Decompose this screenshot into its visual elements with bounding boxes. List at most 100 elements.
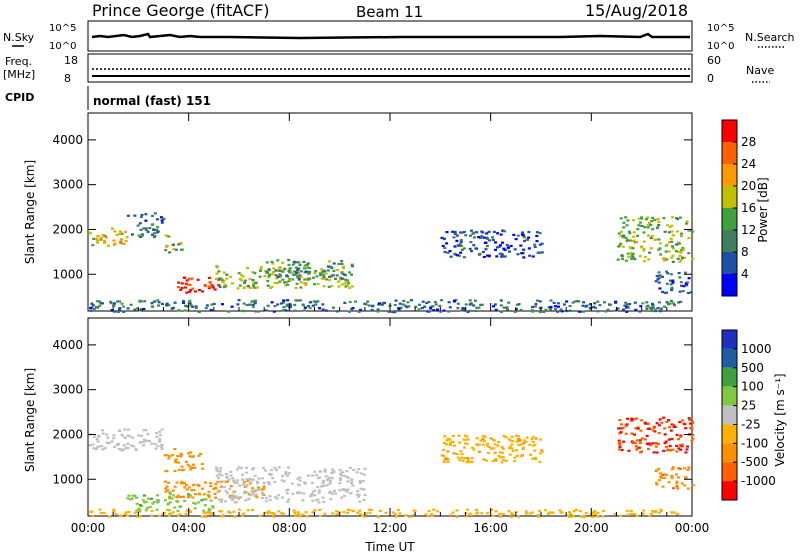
heatmap-cell xyxy=(538,509,541,513)
heatmap-cell xyxy=(447,301,451,304)
heatmap-cell xyxy=(517,303,521,306)
heatmap-cell xyxy=(312,510,316,514)
heatmap-cell xyxy=(344,285,348,288)
heatmap-cell xyxy=(507,301,511,304)
heatmap-cell xyxy=(308,270,312,274)
heatmap-cell xyxy=(114,310,118,313)
heatmap-cell xyxy=(316,300,320,303)
heatmap-cell xyxy=(345,475,349,478)
heatmap-cell xyxy=(581,310,585,313)
heatmap-cell xyxy=(323,512,327,515)
heatmap-cell xyxy=(681,419,685,422)
heatmap-cell xyxy=(237,299,241,302)
heatmap-cell xyxy=(487,254,491,257)
heatmap-cell xyxy=(568,305,572,308)
heatmap-cell xyxy=(179,288,183,291)
heatmap-cell xyxy=(142,307,146,311)
heatmap-cell xyxy=(158,437,162,441)
heatmap-cell xyxy=(438,304,442,307)
heatmap-cell xyxy=(127,428,131,431)
heatmap-cell xyxy=(557,305,560,308)
freq-unit: [MHz] xyxy=(3,68,35,81)
heatmap-cell xyxy=(585,304,589,307)
nave-tick-bottom: 0 xyxy=(707,72,714,85)
heatmap-cell xyxy=(661,257,665,260)
heatmap-cell xyxy=(608,303,612,307)
heatmap-cell xyxy=(649,512,653,515)
heatmap-cell xyxy=(560,310,564,313)
heatmap-cell xyxy=(207,285,211,288)
heatmap-cell xyxy=(503,230,506,233)
heatmap-cell xyxy=(151,305,155,308)
heatmap-cell xyxy=(105,433,109,436)
heatmap-cell xyxy=(670,286,674,289)
heatmap-cell xyxy=(435,510,439,513)
heatmap-cell xyxy=(620,254,624,257)
heatmap-cell xyxy=(155,231,159,234)
heatmap-cell xyxy=(207,490,211,493)
heatmap-cell xyxy=(518,443,522,446)
heatmap-cell xyxy=(583,515,587,519)
heatmap-cell xyxy=(663,427,667,430)
heatmap-cell xyxy=(427,509,431,513)
y-tick-label: 1000 xyxy=(52,472,83,486)
freq-tick-top: 18 xyxy=(64,54,78,67)
heatmap-cell xyxy=(103,234,107,238)
heatmap-cell xyxy=(136,515,140,518)
heatmap-cell xyxy=(483,241,487,244)
heatmap-cell xyxy=(285,274,289,277)
heatmap-cell xyxy=(499,233,503,236)
heatmap-cell xyxy=(362,473,366,476)
heatmap-cell xyxy=(125,236,129,239)
heatmap-cell xyxy=(187,486,191,489)
heatmap-cell xyxy=(177,243,181,246)
heatmap-cell xyxy=(498,515,502,518)
heatmap-cell xyxy=(569,513,572,516)
heatmap-cell xyxy=(360,514,364,517)
heatmap-cell xyxy=(355,493,359,496)
heatmap-cell xyxy=(253,474,257,477)
heatmap-cell xyxy=(624,216,628,219)
heatmap-cell xyxy=(455,452,459,456)
heatmap-cell xyxy=(635,240,639,243)
heatmap-cell xyxy=(187,496,190,499)
heatmap-cell xyxy=(626,219,630,222)
heatmap-cell xyxy=(158,434,162,437)
heatmap-cell xyxy=(651,510,655,513)
heatmap-cell xyxy=(268,473,272,476)
heatmap-cell xyxy=(393,309,397,313)
heatmap-cell xyxy=(635,447,639,450)
heatmap-cell xyxy=(433,301,437,304)
heatmap-cell xyxy=(279,274,282,277)
heatmap-cell xyxy=(475,511,479,514)
heatmap-cell xyxy=(188,455,192,458)
heatmap-cell xyxy=(520,443,524,446)
heatmap-cell xyxy=(155,228,158,231)
heatmap-cell xyxy=(302,267,306,270)
heatmap-cell xyxy=(211,506,215,509)
heatmap-cell xyxy=(285,492,289,495)
heatmap-cell xyxy=(668,426,671,429)
heatmap-cell xyxy=(329,498,333,501)
heatmap-cell xyxy=(359,472,363,475)
heatmap-cell xyxy=(124,511,128,514)
heatmap-cell xyxy=(322,484,326,487)
heatmap-cell xyxy=(620,427,623,430)
heatmap-cell xyxy=(630,255,634,258)
heatmap-cell xyxy=(324,272,328,275)
heatmap-cell xyxy=(95,446,99,449)
heatmap-cell xyxy=(462,247,466,250)
heatmap-cell xyxy=(287,258,291,262)
heatmap-cell xyxy=(174,248,178,251)
heatmap-cell xyxy=(469,234,472,237)
heatmap-cell xyxy=(500,461,504,464)
heatmap-cell xyxy=(368,511,372,514)
heatmap-cell xyxy=(621,235,625,238)
heatmap-cell xyxy=(296,274,300,277)
heatmap-cell xyxy=(369,508,373,511)
heatmap-cell xyxy=(468,512,472,515)
heatmap-cell xyxy=(486,254,489,257)
heatmap-cell xyxy=(131,494,135,497)
heatmap-cell xyxy=(187,301,191,304)
heatmap-cell xyxy=(94,448,98,451)
